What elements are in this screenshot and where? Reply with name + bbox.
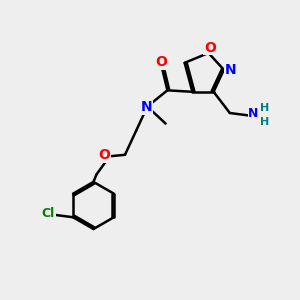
Text: H: H [260,117,269,127]
Text: N: N [141,100,153,114]
Text: O: O [204,41,216,55]
Text: Cl: Cl [42,207,55,220]
Text: O: O [98,148,110,162]
Text: O: O [155,56,167,69]
Text: H: H [260,103,269,113]
Text: N: N [248,107,259,120]
Text: N: N [224,63,236,77]
